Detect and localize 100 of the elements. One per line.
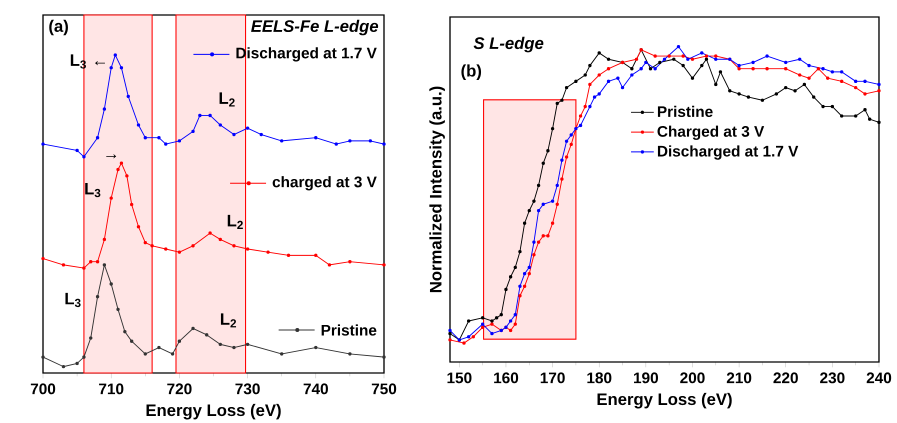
point bbox=[672, 58, 676, 61]
point bbox=[863, 108, 867, 112]
point bbox=[826, 76, 830, 80]
x-tick-label: 190 bbox=[634, 372, 658, 384]
legend-label: charged at 3 V bbox=[272, 176, 377, 190]
point bbox=[630, 73, 634, 77]
point bbox=[208, 231, 212, 235]
point bbox=[480, 322, 484, 326]
point bbox=[542, 202, 545, 206]
point bbox=[82, 266, 86, 270]
point bbox=[164, 142, 168, 146]
point bbox=[144, 136, 147, 140]
point bbox=[96, 136, 100, 140]
x-tick-label: 220 bbox=[773, 372, 798, 384]
point bbox=[793, 89, 797, 92]
point bbox=[690, 58, 694, 61]
point bbox=[102, 263, 106, 267]
point bbox=[877, 82, 881, 86]
point bbox=[718, 70, 722, 74]
annotation: L$_{3}$ bbox=[85, 182, 100, 198]
point bbox=[114, 53, 117, 57]
point bbox=[75, 148, 79, 152]
point bbox=[126, 94, 130, 98]
point bbox=[208, 114, 212, 118]
point bbox=[737, 67, 741, 70]
point bbox=[854, 114, 858, 118]
legend-label: Charged at 3 V bbox=[658, 126, 764, 140]
point bbox=[164, 247, 168, 251]
point bbox=[448, 338, 452, 342]
point bbox=[504, 288, 508, 292]
point bbox=[328, 263, 332, 267]
point bbox=[714, 82, 718, 86]
point bbox=[570, 142, 573, 146]
point bbox=[96, 260, 100, 264]
point bbox=[550, 199, 554, 203]
point bbox=[821, 67, 825, 70]
point bbox=[382, 355, 386, 359]
point bbox=[751, 60, 755, 64]
point bbox=[528, 272, 531, 276]
point bbox=[816, 67, 820, 70]
y-axis-title: Normalized Intensity (a.u.) bbox=[429, 86, 445, 292]
point bbox=[681, 64, 685, 68]
point bbox=[205, 333, 208, 337]
point bbox=[667, 54, 671, 58]
point bbox=[807, 76, 811, 80]
legend-label: Discharged at 1.7 V bbox=[658, 145, 798, 160]
point bbox=[802, 82, 806, 86]
point bbox=[123, 330, 127, 334]
point bbox=[514, 322, 517, 326]
point bbox=[704, 54, 708, 58]
point bbox=[514, 266, 517, 270]
point bbox=[348, 139, 352, 143]
annotation: → bbox=[106, 154, 116, 158]
point bbox=[728, 89, 732, 92]
x-tick-label: 730 bbox=[235, 383, 260, 394]
point bbox=[807, 64, 811, 68]
legend-label: Pristine bbox=[658, 106, 713, 118]
point bbox=[760, 98, 764, 102]
point bbox=[704, 58, 708, 61]
point bbox=[490, 322, 494, 326]
point bbox=[840, 114, 844, 118]
point bbox=[110, 66, 113, 70]
annotation: L$_{2}$ bbox=[220, 313, 236, 328]
point bbox=[102, 107, 106, 111]
point bbox=[812, 95, 816, 99]
point bbox=[120, 161, 124, 165]
x-tick-label: 150 bbox=[448, 372, 472, 384]
point bbox=[136, 123, 140, 127]
point bbox=[508, 319, 512, 323]
point bbox=[654, 67, 657, 70]
point bbox=[382, 263, 386, 267]
point bbox=[536, 240, 540, 244]
point bbox=[714, 58, 718, 61]
point bbox=[854, 86, 858, 90]
point bbox=[546, 149, 550, 152]
point bbox=[144, 240, 147, 244]
point bbox=[556, 202, 559, 206]
point bbox=[266, 250, 270, 254]
point bbox=[676, 44, 680, 48]
point bbox=[522, 272, 526, 276]
point bbox=[348, 260, 352, 264]
x-tick-label: 710 bbox=[99, 383, 124, 394]
point bbox=[314, 254, 318, 258]
point bbox=[700, 51, 704, 55]
point bbox=[130, 340, 134, 343]
point bbox=[116, 168, 120, 172]
point bbox=[640, 67, 643, 70]
point bbox=[821, 104, 825, 108]
point bbox=[382, 142, 386, 146]
point bbox=[542, 162, 545, 165]
x-tick-label: 170 bbox=[540, 372, 565, 384]
point bbox=[314, 136, 318, 140]
point bbox=[877, 89, 881, 92]
point bbox=[514, 313, 517, 316]
point bbox=[89, 260, 92, 264]
point bbox=[598, 51, 601, 55]
point bbox=[246, 342, 250, 346]
point bbox=[765, 67, 769, 70]
point bbox=[564, 155, 568, 159]
point bbox=[125, 174, 129, 178]
